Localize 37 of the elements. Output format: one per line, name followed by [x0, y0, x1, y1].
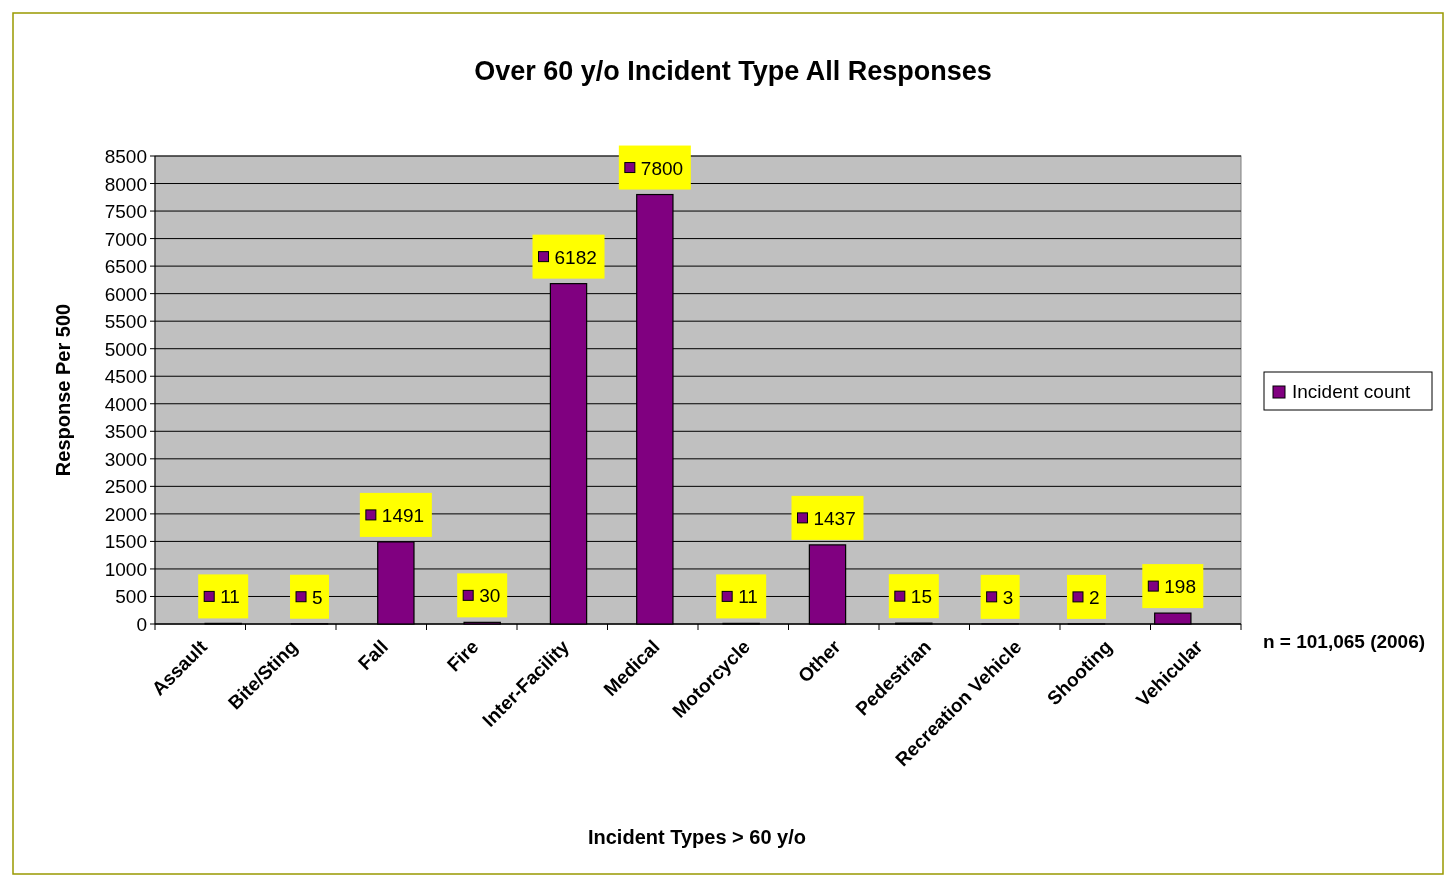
data-label: 3: [1002, 586, 1014, 608]
data-label: 1491: [381, 504, 425, 526]
x-axis-title: Incident Types > 60 y/o: [587, 826, 807, 848]
legend-label: Incident count: [1292, 381, 1412, 402]
y-tick-label: 5000: [104, 338, 147, 360]
data-label: 11: [220, 586, 240, 608]
data-label: 198: [1164, 576, 1196, 598]
y-tick-label: 6000: [104, 283, 147, 305]
y-tick-label: 500: [115, 586, 147, 608]
data-label: 30: [479, 585, 501, 607]
y-tick-label: 1500: [104, 531, 147, 553]
y-tick-label: 7000: [104, 228, 147, 250]
y-tick-label: 3500: [104, 421, 147, 443]
data-label: 1437: [813, 507, 856, 529]
data-label: 15: [910, 586, 932, 608]
y-tick-label: 7500: [104, 201, 147, 223]
y-tick-label: 1000: [104, 558, 147, 580]
y-tick-label: 4000: [104, 393, 147, 415]
x-tick-label: Fall: [354, 635, 393, 674]
y-axis-title: Response Per 500: [52, 303, 74, 477]
y-tick-label: 8000: [104, 173, 147, 195]
y-tick-label: 5500: [104, 311, 147, 333]
y-tick-label: 2000: [104, 503, 147, 525]
y-tick-label: 0: [136, 614, 147, 635]
x-tick-label: Fire: [443, 635, 483, 676]
data-label: 5: [312, 586, 323, 608]
data-label: 7800: [640, 157, 684, 179]
data-label: 6182: [554, 246, 597, 268]
y-tick-label: 3000: [104, 448, 147, 470]
data-label: 2: [1088, 586, 1100, 608]
y-tick-label: 2500: [104, 476, 147, 498]
text: n = 101,065 (2006): [1262, 631, 1426, 652]
y-tick-label: 6500: [104, 256, 147, 278]
y-tick-label: 8500: [104, 146, 147, 167]
data-label: 11: [738, 586, 758, 608]
y-tick-label: 4500: [104, 366, 147, 388]
chart-title: Over 60 y/o Incident Type All Responses: [474, 56, 992, 86]
